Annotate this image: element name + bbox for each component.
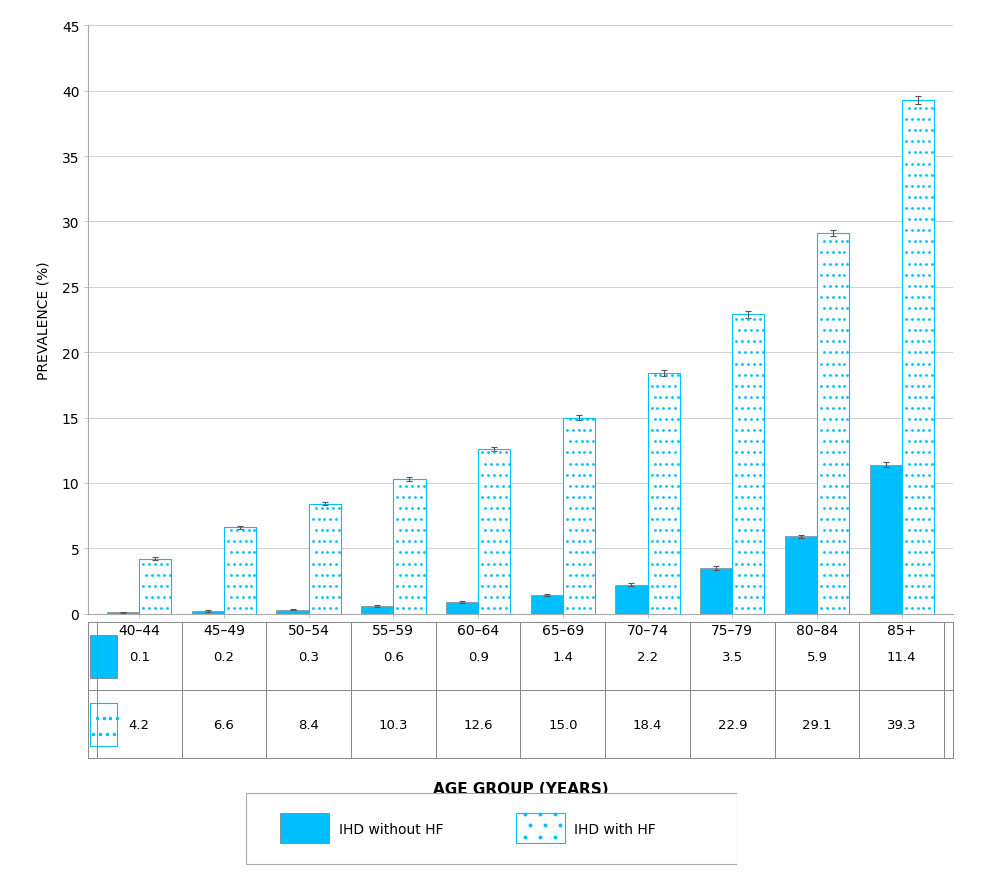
Bar (90, 702, 117, 746)
Text: 22.9: 22.9 (718, 718, 747, 731)
Text: 29.1: 29.1 (802, 718, 832, 731)
Bar (516, 813, 565, 843)
Text: 2.2: 2.2 (637, 650, 658, 663)
Text: 11.4: 11.4 (887, 650, 916, 663)
Text: 18.4: 18.4 (632, 718, 662, 731)
Bar (280, 813, 329, 843)
Bar (616, 585, 647, 614)
Bar (308, 504, 341, 614)
Bar (530, 595, 563, 614)
Text: 1.4: 1.4 (552, 650, 573, 663)
Bar (446, 602, 478, 614)
Text: 6.6: 6.6 (213, 718, 235, 731)
Bar (901, 101, 934, 614)
Bar (191, 611, 224, 614)
Text: 5.9: 5.9 (806, 650, 828, 663)
Bar (107, 613, 139, 614)
Bar (785, 537, 817, 614)
Text: 0.9: 0.9 (467, 650, 488, 663)
Text: 12.6: 12.6 (464, 718, 493, 731)
Bar (277, 610, 308, 614)
Text: 10.3: 10.3 (379, 718, 409, 731)
Text: IHD with HF: IHD with HF (574, 822, 656, 836)
Text: 8.4: 8.4 (299, 718, 319, 731)
Text: IHD without HF: IHD without HF (339, 822, 443, 836)
Bar (361, 606, 394, 614)
Text: 0.1: 0.1 (129, 650, 149, 663)
Bar (869, 465, 901, 614)
Text: 15.0: 15.0 (548, 718, 577, 731)
FancyBboxPatch shape (246, 793, 736, 865)
Y-axis label: PREVALENCE (%): PREVALENCE (%) (36, 260, 51, 380)
Bar (733, 315, 764, 614)
Text: 4.2: 4.2 (129, 718, 149, 731)
Bar (563, 418, 595, 614)
Bar (139, 559, 172, 614)
Text: 39.3: 39.3 (887, 718, 916, 731)
Bar (224, 528, 256, 614)
Text: 0.2: 0.2 (213, 650, 235, 663)
Bar (700, 568, 733, 614)
Bar (647, 374, 680, 614)
Text: 0.3: 0.3 (299, 650, 319, 663)
Text: 0.6: 0.6 (383, 650, 404, 663)
Bar (817, 234, 849, 614)
Bar (394, 480, 425, 614)
Bar (478, 449, 511, 614)
Text: 3.5: 3.5 (722, 650, 742, 663)
Bar (90, 635, 117, 679)
Text: AGE GROUP (YEARS): AGE GROUP (YEARS) (433, 781, 608, 796)
